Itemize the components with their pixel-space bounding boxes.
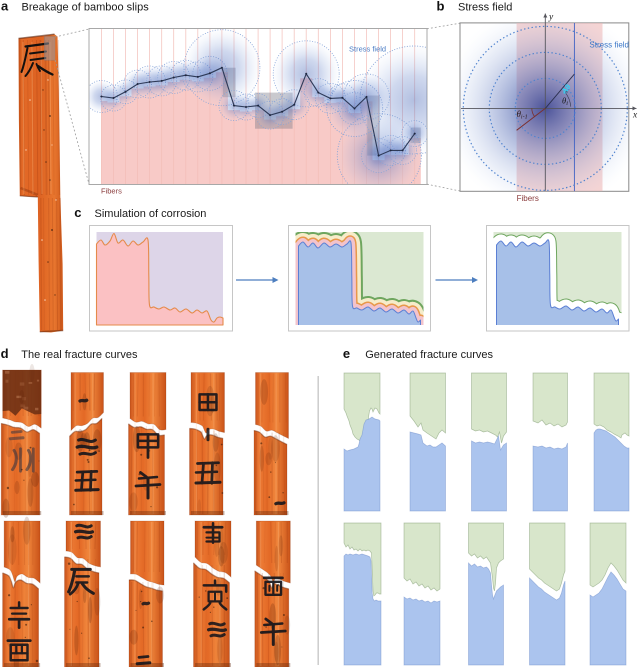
svg-text:y: y xyxy=(548,13,554,23)
svg-text:Fibers: Fibers xyxy=(517,194,539,203)
svg-text:Simulation of corrosion: Simulation of corrosion xyxy=(95,208,207,220)
svg-text:x: x xyxy=(632,111,638,121)
svg-text:Fibers: Fibers xyxy=(101,187,122,196)
svg-text:Generated fracture curves: Generated fracture curves xyxy=(365,349,493,361)
svg-text:d: d xyxy=(1,346,9,361)
svg-text:a: a xyxy=(1,0,9,14)
svg-text:Stress field: Stress field xyxy=(349,45,386,54)
svg-text:θi: θi xyxy=(562,96,568,108)
svg-text:The real fracture curves: The real fracture curves xyxy=(21,349,138,361)
svg-text:c: c xyxy=(74,205,81,220)
svg-text:e: e xyxy=(343,346,350,361)
svg-text:Breakage of bamboo slips: Breakage of bamboo slips xyxy=(22,2,150,14)
svg-text:b: b xyxy=(437,0,445,14)
svg-text:Stress field: Stress field xyxy=(458,2,512,14)
svg-text:θi-1: θi-1 xyxy=(517,109,528,121)
svg-text:Stress field: Stress field xyxy=(589,41,629,50)
